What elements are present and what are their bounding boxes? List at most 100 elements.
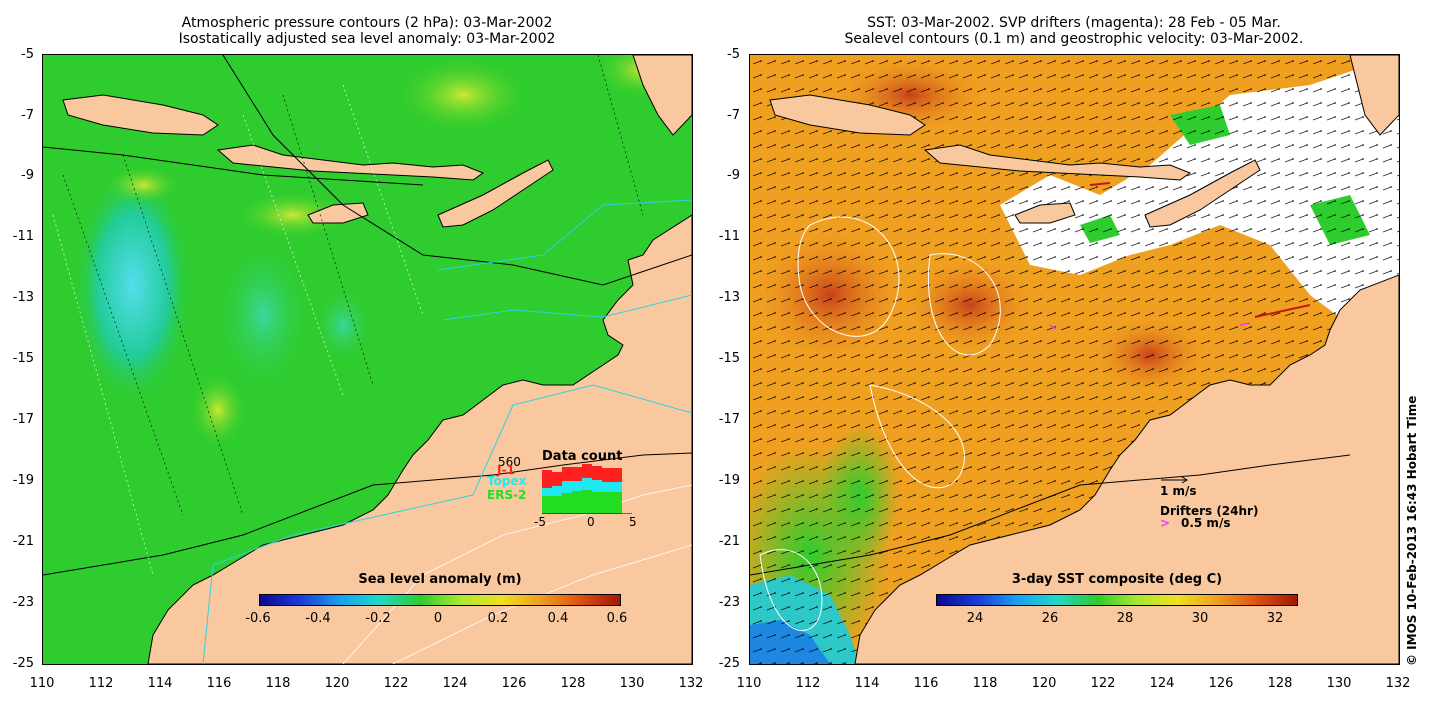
y-tick-label: -7 bbox=[727, 108, 740, 123]
right-title-line1: SST: 03-Mar-2002. SVP drifters (magenta)… bbox=[867, 15, 1281, 31]
drifter-track bbox=[1089, 182, 1311, 318]
y-tick-label: -25 bbox=[12, 656, 34, 671]
right-title-line2: Sealevel contours (0.1 m) and geostrophi… bbox=[844, 31, 1304, 47]
y-tick-label: -13 bbox=[12, 290, 34, 305]
low-anomaly-blob bbox=[213, 235, 313, 395]
legend-topex: Topex bbox=[487, 474, 527, 488]
x-tick-label: 114 bbox=[147, 676, 173, 691]
low-anomaly-blob bbox=[313, 285, 373, 365]
x-tick-label: 124 bbox=[442, 676, 468, 691]
y-tick-label: -23 bbox=[718, 595, 740, 610]
sla-colorbar-tick: -0.6 bbox=[245, 611, 271, 626]
high-anomaly-blob bbox=[393, 55, 533, 135]
right-panel-title: SST: 03-Mar-2002. SVP drifters (magenta)… bbox=[749, 15, 1399, 47]
sea-level-contour bbox=[869, 384, 965, 489]
sla-colorbar-tick: 0.6 bbox=[606, 611, 628, 626]
sla-colorbar-title: Sea level anomaly (m) bbox=[358, 572, 522, 587]
sst-colorbar bbox=[936, 594, 1298, 606]
y-tick-label: -17 bbox=[718, 412, 740, 427]
y-tick-label: -19 bbox=[12, 473, 34, 488]
data-count-xtick: 0 bbox=[587, 515, 595, 529]
drifter-track bbox=[1049, 322, 1251, 330]
high-anomaly-blob bbox=[188, 370, 248, 450]
sea-level-contour bbox=[928, 253, 1001, 356]
java-island bbox=[769, 94, 926, 136]
x-tick-label: 110 bbox=[29, 676, 55, 691]
sulawesi-island bbox=[1349, 55, 1399, 136]
legend-ers2: ERS-2 bbox=[487, 488, 527, 502]
australia-landmass bbox=[147, 214, 692, 664]
x-tick-label: 128 bbox=[1267, 676, 1293, 691]
x-tick-label: 122 bbox=[383, 676, 409, 691]
satellite-track bbox=[62, 55, 644, 516]
sla-colorbar bbox=[259, 594, 621, 606]
left-panel-title: Atmospheric pressure contours (2 hPa): 0… bbox=[42, 15, 692, 47]
bar-stack bbox=[552, 472, 562, 514]
y-tick-label: -7 bbox=[21, 108, 34, 123]
x-tick-label: 116 bbox=[913, 676, 939, 691]
x-tick-label: 124 bbox=[1149, 676, 1175, 691]
legend-j1: J-1 bbox=[497, 463, 515, 477]
lesser-sunda-islands bbox=[216, 144, 485, 181]
shelf-edge bbox=[750, 454, 1351, 576]
y-tick-label: -11 bbox=[718, 229, 740, 244]
sst-map[interactable] bbox=[749, 54, 1400, 665]
bar-stack bbox=[592, 466, 602, 514]
y-tick-label: -21 bbox=[12, 534, 34, 549]
drifter-arrow-icon: > bbox=[1160, 516, 1171, 530]
bar-stack bbox=[582, 464, 592, 514]
y-tick-label: -9 bbox=[21, 168, 34, 183]
left-title-line1: Atmospheric pressure contours (2 hPa): 0… bbox=[181, 15, 553, 31]
y-tick-label: -15 bbox=[718, 351, 740, 366]
timor-island bbox=[437, 159, 554, 228]
sla-colorbar-tick: -0.4 bbox=[305, 611, 331, 626]
x-tick-label: 132 bbox=[1385, 676, 1411, 691]
x-tick-label: 130 bbox=[1326, 676, 1352, 691]
data-count-xtick: -5 bbox=[534, 515, 546, 529]
bar-stack bbox=[572, 467, 582, 514]
sst-colorbar-tick: 30 bbox=[1191, 611, 1209, 626]
x-tick-label: 116 bbox=[206, 676, 232, 691]
x-tick-label: 126 bbox=[501, 676, 527, 691]
y-tick-label: -25 bbox=[718, 656, 740, 671]
sea-level-anomaly-map[interactable] bbox=[42, 54, 693, 665]
bar-stack bbox=[602, 468, 612, 514]
sulawesi-island bbox=[632, 55, 692, 136]
bar-stack bbox=[542, 470, 552, 514]
x-tick-label: 112 bbox=[795, 676, 821, 691]
low-anomaly-blob bbox=[73, 165, 193, 405]
x-tick-label: 118 bbox=[265, 676, 291, 691]
sst-colorbar-tick: 28 bbox=[1116, 611, 1134, 626]
y-tick-label: -17 bbox=[12, 412, 34, 427]
sea-level-contour bbox=[797, 216, 900, 337]
satellite-track bbox=[52, 84, 424, 576]
y-tick-label: -5 bbox=[21, 47, 34, 62]
x-tick-label: 114 bbox=[854, 676, 880, 691]
velocity-scale-arrow bbox=[1161, 476, 1188, 484]
data-count-max: 560 bbox=[498, 455, 521, 469]
lesser-sunda-islands bbox=[923, 144, 1192, 181]
x-tick-label: 130 bbox=[619, 676, 645, 691]
x-tick-label: 132 bbox=[678, 676, 704, 691]
java-island bbox=[62, 94, 219, 136]
high-anomaly-blob bbox=[233, 190, 353, 240]
y-tick-label: -23 bbox=[12, 595, 34, 610]
data-count-xtick: 5 bbox=[629, 515, 637, 529]
sst-colorbar-tick: 24 bbox=[966, 611, 984, 626]
sea-level-contour bbox=[759, 549, 823, 631]
y-tick-label: -13 bbox=[718, 290, 740, 305]
x-tick-label: 120 bbox=[1031, 676, 1057, 691]
sumba-island bbox=[307, 202, 369, 224]
timor-island bbox=[1144, 159, 1261, 228]
y-tick-label: -21 bbox=[718, 534, 740, 549]
high-anomaly-blob bbox=[103, 165, 183, 205]
pressure-contour bbox=[222, 55, 692, 286]
x-tick-label: 118 bbox=[972, 676, 998, 691]
x-tick-label: 112 bbox=[88, 676, 114, 691]
pressure-contour bbox=[43, 452, 692, 576]
left-title-line2: Isostatically adjusted sea level anomaly… bbox=[178, 31, 556, 47]
y-tick-label: -19 bbox=[718, 473, 740, 488]
velocity-scale-label: 1 m/s bbox=[1160, 484, 1197, 498]
bar-stack bbox=[612, 468, 622, 514]
x-tick-label: 110 bbox=[736, 676, 762, 691]
